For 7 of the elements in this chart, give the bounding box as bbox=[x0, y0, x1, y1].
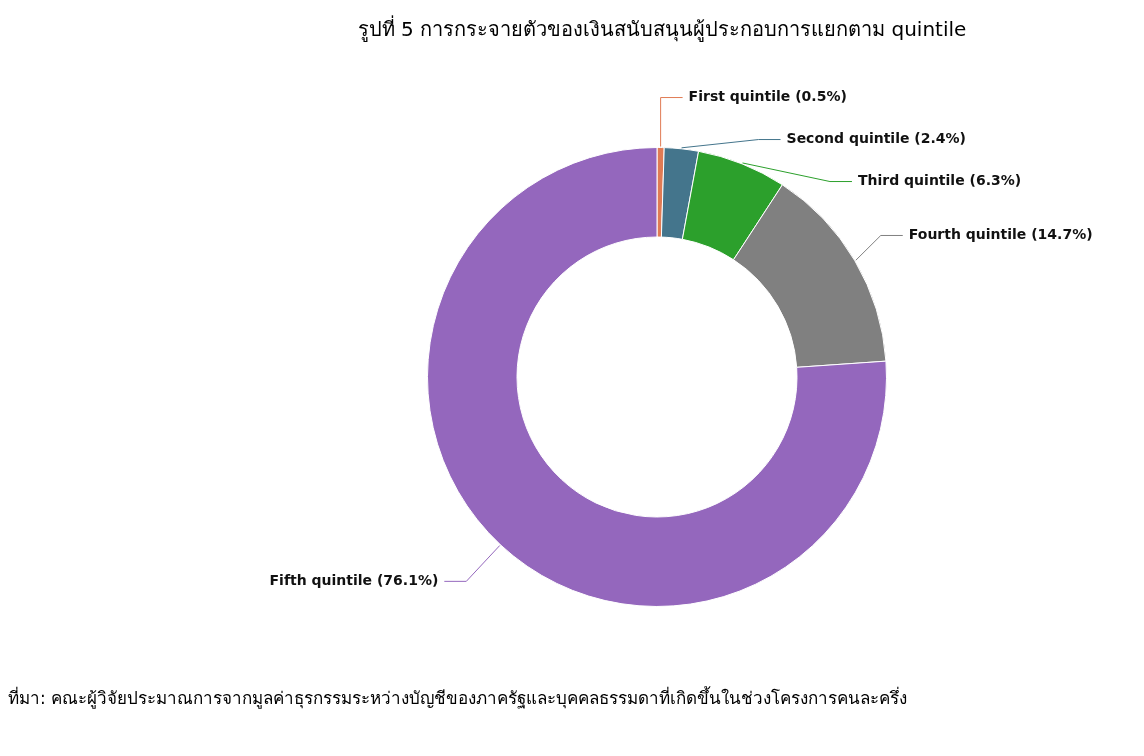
text: ที่มา: คณะผู้วิจัยประมาณการจากมูลค่าธุรกรรมระหว่างบัญชีของภาครัฐและบุคคลธรรมดาที่เกิดขึ้นในช่วงโครงการคนละครึ่ง bbox=[8, 685, 909, 711]
slice-label: First quintile (0.5%) bbox=[688, 88, 847, 105]
slice-label: Fifth quintile (76.1%) bbox=[269, 571, 439, 588]
chart-title: รูปที่ 5 การกระจายตัวของเงินสนับสนุนผู้ประกอบการแยกตาม quintile bbox=[356, 14, 968, 44]
slice-label: Fourth quintile (14.7%) bbox=[908, 226, 1093, 243]
slice-label: Second quintile (2.4%) bbox=[786, 130, 966, 147]
slice-label: Third quintile (6.3%) bbox=[857, 172, 1022, 189]
